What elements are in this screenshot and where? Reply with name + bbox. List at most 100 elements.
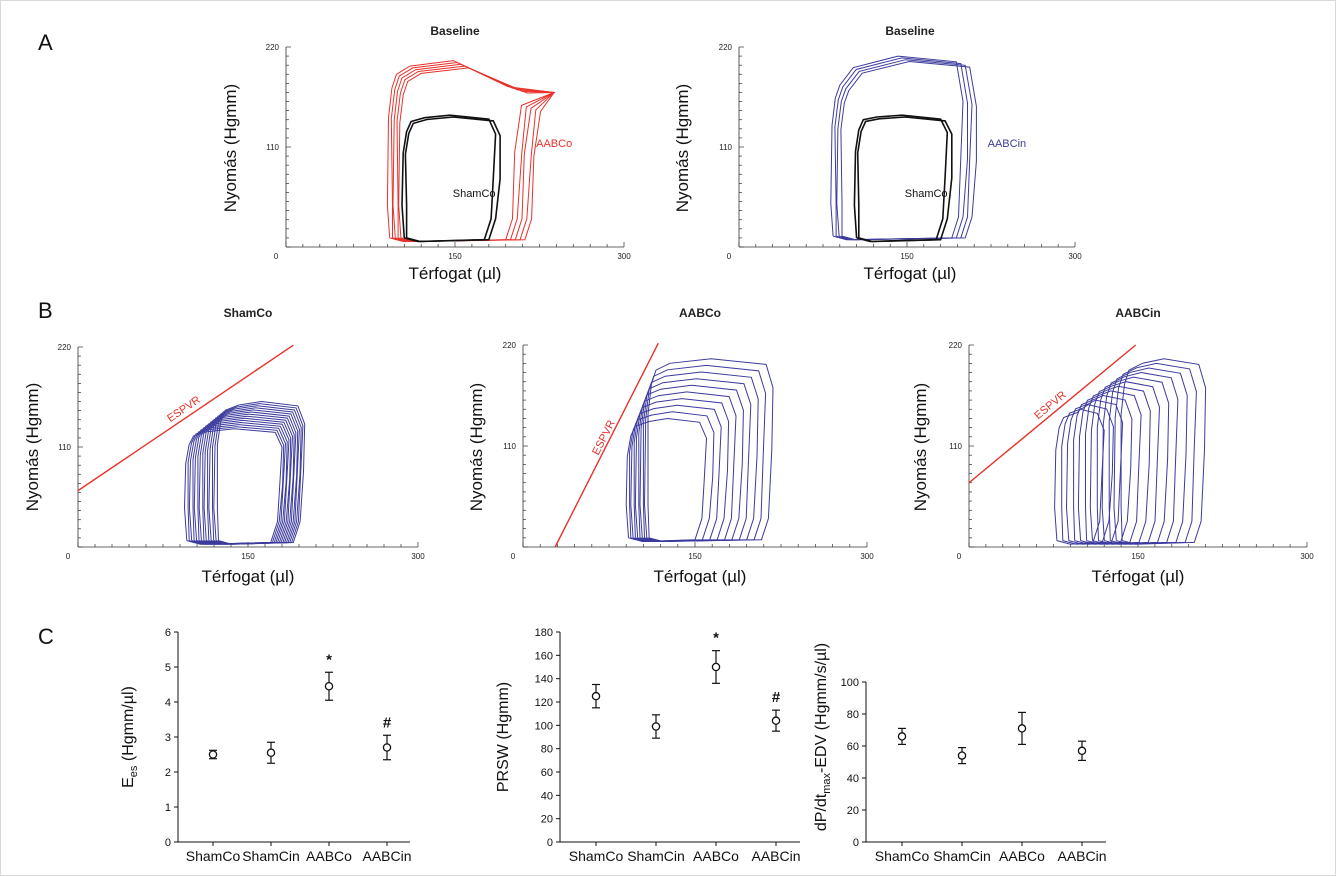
pv-loop	[1108, 367, 1188, 545]
x-tick-label: 300	[1068, 252, 1082, 261]
y-tick-label: 60	[847, 741, 859, 753]
pv-loop	[212, 405, 302, 545]
y-tick-label: 110	[949, 442, 962, 451]
significance-mark: *	[326, 651, 332, 668]
pv-plot-b3: 0 150 300 220 110 AABCin Térfogat (µl) Nyomás (…	[911, 306, 1314, 586]
y-axis-label-rest: -EDV (Hgmm/s/µl)	[813, 643, 830, 773]
plot-title: Baseline	[430, 24, 480, 38]
series-label-shamco: ShamCo	[453, 188, 496, 200]
x-tick-label: 300	[1300, 552, 1314, 561]
plot-title: AABCo	[679, 306, 721, 320]
pv-loop	[647, 358, 774, 543]
pv-loop-shamco	[856, 116, 953, 243]
mean-point	[266, 748, 276, 758]
y-tick-label: 3	[165, 732, 171, 744]
pv-loop-aabco	[386, 60, 555, 243]
x-tick-label: 150	[688, 552, 702, 561]
y-tick-label: 110	[266, 143, 279, 152]
y-tick-label: 1	[165, 802, 171, 814]
y-axis-label: dP/dtmax-EDV (Hgmm/s/µl)	[813, 643, 833, 831]
pv-loop	[638, 384, 744, 543]
category-label: ShamCin	[933, 848, 991, 864]
y-axis-label-rest: (Hgmm/µl)	[120, 686, 137, 765]
series-label-aabco: AABCo	[536, 138, 572, 150]
pv-loop	[639, 378, 752, 543]
y-tick-label: 0	[165, 837, 171, 849]
espvr-line	[554, 342, 659, 548]
y-tick-label: 2	[165, 767, 171, 779]
pv-plot-b2: 0 150 300 220 110 AABCo Térfogat (µl) Nyomás (H…	[467, 306, 874, 586]
series-label-shamco: ShamCo	[905, 188, 948, 200]
mean-point	[711, 662, 721, 672]
espvr-line	[968, 344, 1137, 484]
pv-loop-aabco	[390, 61, 556, 243]
mean-point	[382, 743, 392, 752]
y-tick-label: 20	[847, 805, 859, 817]
pv-loop-aabco	[398, 67, 556, 243]
mean-point	[957, 751, 967, 760]
y-axis-label: Nyomás (Hgmm)	[673, 84, 692, 212]
espvr-line	[77, 344, 294, 492]
category-label: AABCo	[693, 848, 739, 864]
category-label: ShamCo	[569, 848, 624, 864]
pv-plot-b1: 0 150 300 220 110 ShamCo Térfogat (µl) Nyomás (…	[23, 306, 425, 586]
x-axis-label: Térfogat (µl)	[202, 567, 295, 586]
plot-title: AABCin	[1115, 306, 1160, 320]
x-tick-label: 0	[727, 252, 732, 261]
pv-loop	[1061, 404, 1114, 545]
mean-point	[591, 691, 601, 701]
x-axis-label: Térfogat (µl)	[864, 264, 957, 283]
pv-loop	[1077, 390, 1142, 545]
pv-loop	[207, 409, 299, 545]
y-tick-label: 140	[535, 674, 553, 686]
category-label: ShamCo	[186, 848, 241, 864]
y-tick-label: 160	[535, 650, 553, 662]
y-tick-label: 0	[547, 837, 553, 849]
mean-point	[897, 732, 907, 741]
x-axis-label: Térfogat (µl)	[654, 567, 747, 586]
y-axis-label: Nyomás (Hgmm)	[23, 383, 42, 511]
pv-loop	[188, 424, 287, 545]
category-label: AABCin	[362, 848, 411, 864]
x-tick-label: 150	[1131, 552, 1145, 561]
y-tick-label: 220	[58, 343, 72, 352]
mean-point	[771, 716, 781, 725]
pv-loop	[213, 403, 304, 545]
pv-loop-aabcin	[840, 60, 977, 241]
mean-point	[208, 750, 218, 759]
pv-loop	[629, 411, 715, 543]
y-tick-label: 100	[535, 720, 553, 732]
pv-plot-a2: 0 150 300 220 110 Baseline Térfogat (µl) Nyomás…	[673, 24, 1082, 283]
mean-point	[324, 682, 334, 691]
pv-loop	[625, 417, 708, 543]
y-tick-label: 220	[266, 43, 280, 52]
pv-loop	[202, 413, 295, 545]
panel-letter-b: B	[38, 298, 53, 323]
category-label: AABCo	[999, 848, 1045, 864]
x-tick-label: 150	[448, 252, 462, 261]
y-axis-label: Ees (Hgmm/µl)	[120, 686, 140, 788]
y-axis-label-sub: max	[821, 772, 833, 793]
pv-loop	[216, 400, 306, 545]
y-tick-label: 40	[847, 773, 859, 785]
mean-point	[1017, 724, 1027, 733]
y-axis-label: PRSW (Hgmm)	[495, 682, 512, 792]
panel-letter-a: A	[38, 30, 53, 55]
pv-loop-shamco	[404, 116, 501, 243]
y-tick-label: 4	[165, 697, 171, 709]
x-tick-label: 300	[411, 552, 425, 561]
series-label-aabcin: AABCin	[988, 138, 1027, 150]
plot-title: ShamCo	[224, 306, 273, 320]
category-label: AABCin	[1057, 848, 1106, 864]
significance-mark: #	[383, 714, 392, 731]
y-axis-label-main: dP/dt	[813, 793, 830, 831]
pv-loop	[197, 417, 292, 545]
panel-letter-c: C	[38, 624, 54, 649]
y-tick-label: 110	[503, 442, 516, 451]
pv-loop	[1054, 408, 1105, 545]
pv-loop	[192, 421, 288, 545]
error-chart-1: 0 1 2 3 4 5 6 ShamCo ShamCin AABCo * AABCin # Ees (Hg…	[120, 627, 412, 864]
pv-loop	[630, 404, 722, 543]
pv-loop-aabcin	[834, 57, 968, 241]
